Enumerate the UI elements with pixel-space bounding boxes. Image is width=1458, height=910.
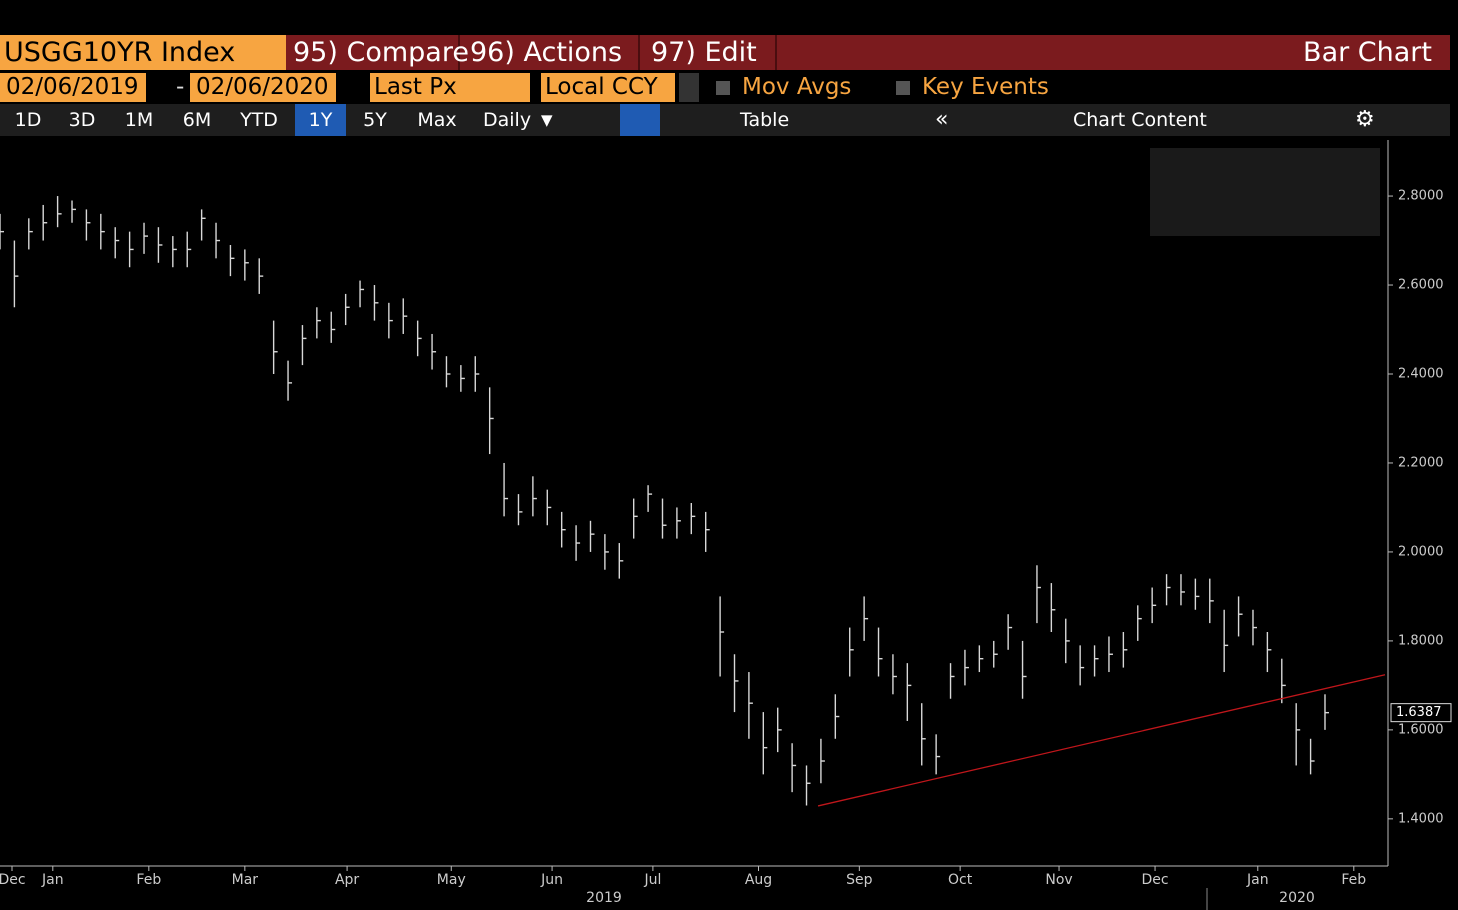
- menu-actions[interactable]: 96) Actions: [470, 35, 640, 70]
- last-price-label: 1.6387: [1396, 705, 1442, 720]
- start-date[interactable]: 02/06/2019: [0, 73, 146, 102]
- x-tick-label: Feb: [136, 872, 161, 888]
- tab-bar: [0, 104, 1450, 136]
- year-label: 2019: [586, 890, 622, 906]
- x-tick-label: Aug: [745, 872, 772, 888]
- x-tick-label: May: [437, 872, 466, 888]
- trend-line: [817, 674, 1386, 807]
- date-separator: -: [176, 74, 185, 100]
- option-key-events[interactable]: Key Events: [922, 74, 1049, 100]
- period-tab[interactable]: 1D: [14, 109, 42, 131]
- y-tick-label: 1.8000: [1398, 633, 1444, 648]
- x-tick-label: Nov: [1045, 872, 1072, 888]
- period-tab[interactable]: 6M: [182, 109, 212, 131]
- x-tick-label: Dec: [1141, 872, 1168, 888]
- x-tick-label: Jun: [540, 872, 563, 888]
- table-button[interactable]: Table: [740, 109, 790, 131]
- legend-box: [1150, 148, 1380, 236]
- x-tick-label: Jul: [643, 872, 661, 888]
- y-tick-label: 2.0000: [1398, 544, 1444, 559]
- menu-compare[interactable]: 95) Compare: [293, 35, 469, 70]
- dropdown-arrow[interactable]: ▼: [541, 111, 553, 129]
- dropdown[interactable]: [679, 73, 699, 102]
- period-tab[interactable]: Max: [417, 109, 457, 131]
- x-tick-label: Apr: [335, 872, 359, 888]
- end-date[interactable]: 02/06/2020: [190, 73, 336, 102]
- ticker[interactable]: USGG10YR Index: [0, 35, 286, 70]
- y-tick-label: 2.4000: [1398, 366, 1444, 381]
- menu-edit[interactable]: 97) Edit: [651, 35, 777, 70]
- y-tick-label: 2.2000: [1398, 455, 1444, 470]
- period-tab[interactable]: 1M: [124, 109, 154, 131]
- period-tab[interactable]: YTD: [240, 109, 278, 131]
- year-label: 2020: [1279, 890, 1315, 906]
- x-tick-label: Oct: [948, 872, 973, 888]
- y-tick-label: 1.4000: [1398, 811, 1444, 826]
- option-mov-avgs[interactable]: Mov Avgs: [742, 74, 852, 100]
- y-tick-label: 1.6000: [1398, 722, 1444, 737]
- x-tick-label: Feb: [1341, 872, 1366, 888]
- y-tick-label: 2.6000: [1398, 278, 1444, 293]
- period-tab[interactable]: 5Y: [363, 109, 387, 131]
- chart-content[interactable]: Chart Content: [1073, 109, 1207, 131]
- x-tick-label: Mar: [232, 872, 259, 888]
- last-price-tag: [1390, 703, 1452, 723]
- bar-chart-toggle[interactable]: [620, 104, 660, 136]
- y-tick-label: 2.8000: [1398, 189, 1444, 204]
- x-tick-label: Jan: [41, 872, 64, 888]
- view-title: Bar Chart: [1303, 37, 1432, 68]
- collapse[interactable]: «: [935, 107, 949, 132]
- field[interactable]: Last Px: [370, 73, 530, 102]
- checkbox[interactable]: [716, 81, 730, 95]
- currency[interactable]: Local CCY: [541, 73, 675, 102]
- period-tab[interactable]: 1Y: [295, 104, 346, 136]
- frequency[interactable]: Daily: [483, 109, 532, 131]
- period-tab[interactable]: 3D: [68, 109, 96, 131]
- settings[interactable]: ⚙: [1355, 107, 1375, 132]
- checkbox[interactable]: [896, 81, 910, 95]
- x-tick-label: Jan: [1246, 872, 1269, 888]
- x-tick-label: Sep: [846, 872, 873, 888]
- x-tick-label: Dec: [0, 872, 26, 888]
